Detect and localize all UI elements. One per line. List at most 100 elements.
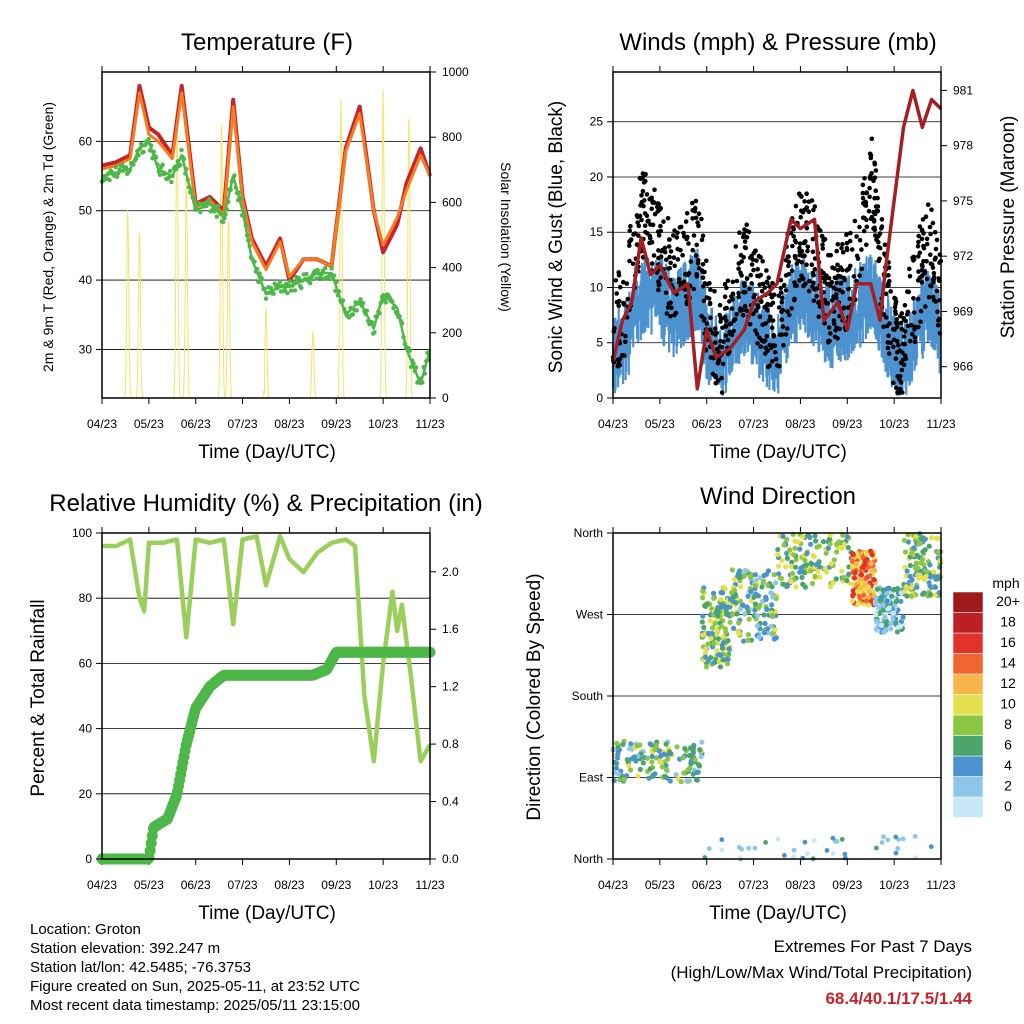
dewpoint-point — [155, 162, 160, 167]
gust-point — [734, 278, 740, 284]
direction-point — [922, 536, 928, 542]
direction-point — [784, 555, 791, 562]
gust-point — [684, 236, 689, 242]
dewpoint-point — [146, 136, 151, 142]
gust-point — [844, 232, 849, 237]
direction-point — [665, 756, 671, 762]
humidity-y-tick-label: 0 — [85, 852, 92, 866]
pressure-y-axis-title: Station Pressure (Maroon) — [998, 116, 1019, 339]
gust-point — [723, 323, 728, 328]
direction-point — [824, 848, 830, 853]
direction-point — [718, 652, 724, 658]
winds-plot-area: 04/23 05/23 06/23 07/23 08/23 09/23 10/23 11/23… — [590, 66, 973, 431]
direction-point — [752, 583, 759, 589]
direction-point — [673, 772, 679, 778]
gust-point — [723, 333, 729, 339]
gust-point — [834, 280, 839, 286]
gust-point — [718, 338, 723, 344]
gust-point — [722, 281, 728, 287]
direction-point — [751, 594, 757, 600]
dewpoint-point — [183, 171, 188, 176]
gust-point — [755, 341, 760, 346]
direction-point — [698, 754, 704, 760]
gust-point — [691, 233, 697, 238]
dewpoint-point — [167, 168, 173, 174]
direction-point — [840, 532, 846, 538]
dewpoint-point — [419, 376, 424, 381]
gust-point — [891, 380, 896, 386]
gust-point — [696, 211, 702, 216]
gust-point — [789, 268, 795, 274]
direction-point — [792, 538, 798, 544]
gust-point — [887, 321, 892, 326]
gust-point — [835, 242, 841, 247]
dewpoint-point — [408, 364, 414, 370]
humidity-x-tick-label: 10/23 — [368, 878, 398, 892]
dewpoint-point — [145, 140, 150, 146]
gust-point — [884, 315, 889, 320]
humidity-x-tick-label: 05/23 — [134, 878, 164, 892]
speed-legend-swatch — [952, 591, 984, 613]
direction-point — [797, 546, 803, 552]
gust-point — [872, 162, 878, 167]
gust-point — [783, 288, 789, 293]
gust-point — [786, 254, 791, 259]
dewpoint-point — [335, 293, 341, 298]
direction-point — [797, 569, 803, 575]
gust-point — [741, 234, 746, 240]
gust-point — [694, 274, 700, 279]
gust-point — [764, 268, 769, 273]
gust-point — [864, 217, 869, 223]
dewpoint-point — [149, 143, 154, 148]
gust-point — [675, 230, 680, 235]
dewpoint-point — [185, 177, 190, 182]
dewpoint-point — [342, 306, 347, 312]
gust-point — [700, 275, 706, 281]
gust-point — [867, 194, 872, 200]
direction-point — [771, 636, 777, 642]
direction-point — [721, 603, 727, 610]
direction-point — [714, 627, 720, 633]
direction-point — [880, 602, 886, 608]
gust-point — [783, 332, 789, 337]
direction-point — [893, 598, 900, 605]
gust-point — [638, 203, 643, 208]
direction-point — [760, 580, 766, 586]
gust-point — [849, 247, 855, 252]
gust-point — [668, 314, 673, 319]
direction-point — [690, 747, 696, 754]
direction-point — [920, 549, 926, 555]
winds-x-tick-label: 08/23 — [785, 417, 815, 431]
direction-point — [658, 753, 664, 759]
gust-point — [863, 190, 869, 196]
dewpoint-point — [314, 276, 319, 281]
dewpoint-point — [331, 273, 337, 278]
gust-point — [848, 263, 853, 269]
gust-point — [816, 314, 821, 320]
direction-point — [888, 626, 894, 632]
direction-point — [746, 616, 752, 622]
temperature-x-tick-label: 04/23 — [87, 417, 117, 431]
winds-x-tick-label: 10/23 — [879, 417, 909, 431]
gust-point — [730, 279, 736, 285]
dewpoint-point — [319, 272, 324, 277]
direction-point — [855, 601, 861, 607]
gust-point — [912, 335, 918, 340]
direction-point — [912, 834, 918, 839]
gust-point — [640, 188, 646, 194]
gust-point — [736, 261, 742, 266]
gust-point — [700, 233, 706, 239]
gust-point — [754, 258, 759, 263]
gust-point — [867, 185, 872, 191]
gust-point — [912, 339, 918, 345]
gust-point — [814, 294, 819, 299]
gust-point — [900, 341, 906, 347]
winds-x-tick-label: 09/23 — [832, 417, 862, 431]
dewpoint-point — [151, 149, 156, 154]
direction-point — [756, 634, 762, 640]
winds-x-tick-label: 06/23 — [692, 417, 722, 431]
direction-point — [823, 550, 829, 556]
direction-point — [842, 851, 848, 857]
gust-point — [630, 261, 636, 267]
gust-point — [892, 304, 898, 310]
